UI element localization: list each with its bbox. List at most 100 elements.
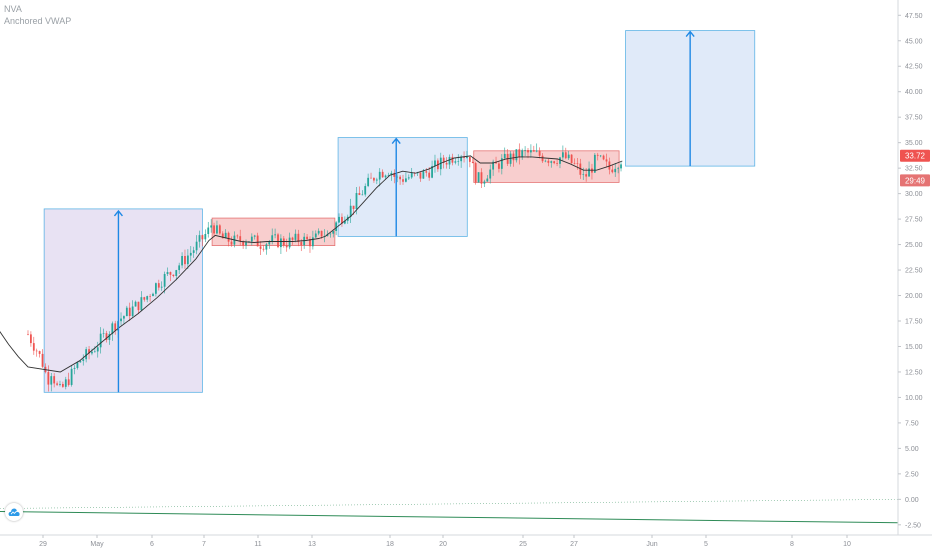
candle-body (602, 155, 605, 160)
candle-body (47, 372, 50, 385)
candle-body (285, 245, 288, 248)
candle-body (596, 154, 599, 156)
candle-body (553, 161, 556, 164)
box-layer (43, 30, 756, 393)
candle-body (297, 233, 300, 243)
candle-body (477, 172, 480, 183)
candle-body (73, 367, 76, 369)
y-tick-label: 22.50 (905, 268, 923, 275)
candle-body (512, 153, 515, 161)
candle-body (218, 225, 221, 234)
candle-body (576, 163, 579, 164)
candle-body (332, 230, 335, 234)
candle-body (381, 171, 384, 178)
candle-body (99, 333, 102, 348)
candle-body (300, 242, 303, 246)
y-tick-label: 7.50 (905, 420, 919, 427)
candle-body (567, 154, 570, 159)
candle-body (186, 255, 189, 265)
candle-body (35, 350, 38, 352)
candle-body (355, 193, 358, 209)
tradingview-logo[interactable] (5, 503, 23, 521)
candle-body (314, 233, 317, 238)
candle-body (375, 179, 378, 181)
y-tick-label: 30.00 (905, 191, 923, 198)
candle-body (466, 156, 468, 158)
price-tag-bg (900, 149, 930, 162)
candle-body (451, 156, 454, 163)
candle-body (274, 234, 276, 236)
x-tick-label: 13 (308, 541, 316, 548)
candle-body (64, 379, 67, 387)
arrow-head (685, 30, 695, 38)
x-tick-label: 25 (519, 541, 527, 548)
indicator-label: Anchored VWAP (4, 16, 72, 26)
candle-body (256, 235, 259, 247)
candle-body (335, 222, 338, 231)
y-tick-label: 5.00 (905, 446, 919, 453)
candle-body (32, 343, 35, 351)
x-tick-label: 5 (704, 541, 708, 548)
candle-body (288, 237, 291, 248)
candle-body (544, 160, 547, 162)
candle-body (125, 307, 128, 317)
candle-body (120, 318, 122, 322)
candle-body (123, 316, 125, 319)
candle-body (195, 241, 198, 251)
candle-body (518, 149, 521, 158)
price-tag-bg (900, 174, 930, 187)
candle-body (428, 172, 431, 178)
candle-body (265, 244, 268, 250)
candle-body (535, 150, 538, 152)
candle-body (105, 333, 108, 340)
candle-body (317, 230, 320, 234)
candle-body (76, 362, 79, 368)
candle-body (370, 177, 372, 179)
candle-body (227, 232, 230, 242)
candle-body (216, 225, 218, 234)
candle-body (468, 156, 471, 162)
candle-body (457, 161, 460, 162)
candle-body (570, 154, 573, 164)
candle-body (111, 323, 114, 335)
candle-body (309, 239, 311, 247)
candle-body (585, 174, 588, 177)
x-tick-label: May (90, 541, 104, 548)
candle-body (155, 283, 157, 294)
y-tick-label: 32.50 (905, 166, 923, 173)
candle-body (82, 359, 85, 361)
candle-body (61, 383, 64, 387)
candle-body (291, 237, 294, 240)
candle-body (605, 159, 608, 162)
candle-body (489, 169, 492, 179)
candle-body (149, 296, 151, 297)
candle-body (311, 237, 314, 247)
candle-body (550, 161, 553, 163)
x-tick-label: 8 (790, 541, 794, 548)
candle-body (579, 163, 582, 175)
candle-body (620, 164, 622, 169)
candle-body (169, 272, 172, 275)
candle-body (201, 235, 204, 240)
candle-body (175, 270, 178, 276)
candle-body (608, 161, 611, 170)
candle-body (259, 246, 262, 249)
price-tags: 33.72 29:49 (900, 149, 930, 187)
candle-body (250, 236, 253, 242)
candle-body (96, 347, 99, 352)
candle-body (242, 241, 245, 246)
candle-body (41, 353, 44, 367)
y-tick-label: 20.00 (905, 293, 923, 300)
candle-body (343, 220, 346, 224)
candle-body (93, 351, 96, 353)
candle-body (538, 150, 541, 156)
x-tick-label: 7 (202, 541, 206, 548)
candle-body (236, 235, 239, 237)
candle-body (541, 155, 544, 162)
candle-body (91, 351, 93, 354)
candle-body (407, 177, 410, 179)
y-tick-label: 35.00 (905, 140, 923, 147)
candle-body (480, 172, 483, 184)
candle-body (294, 233, 297, 240)
